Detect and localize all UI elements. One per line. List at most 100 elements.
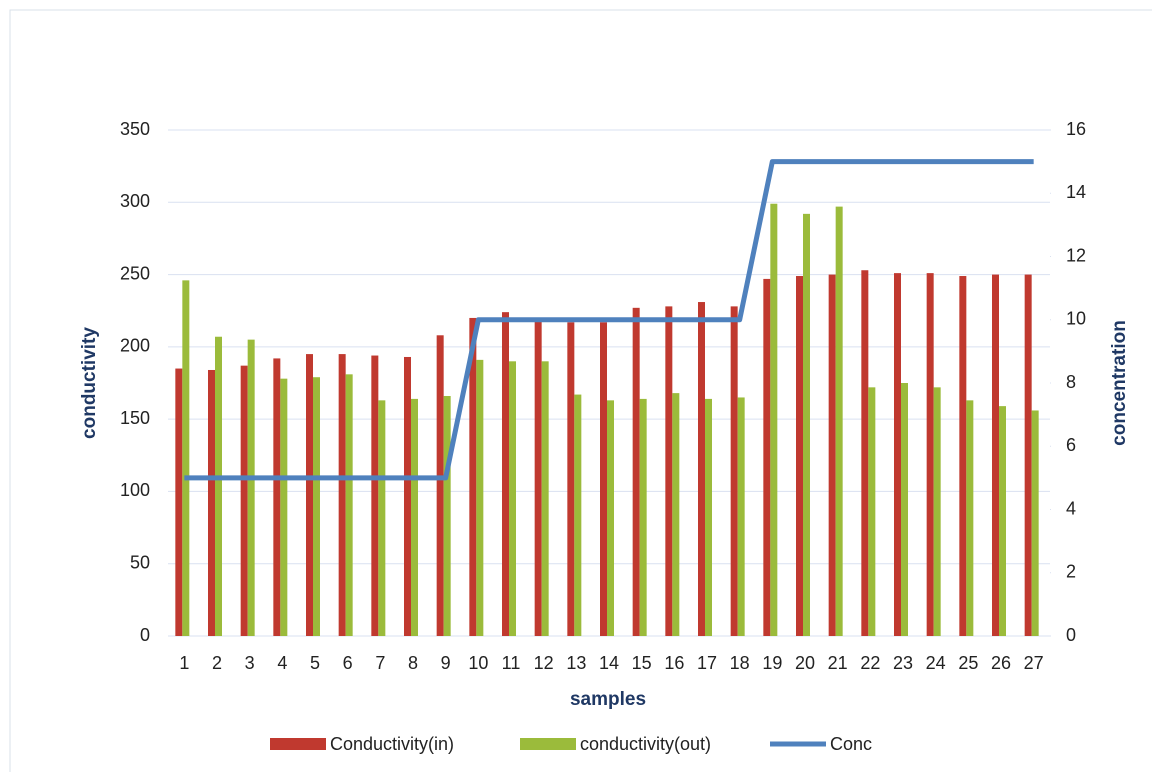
bar bbox=[1024, 274, 1032, 636]
x-tick-label: 18 bbox=[730, 653, 750, 673]
bar bbox=[933, 387, 941, 636]
bar bbox=[182, 280, 190, 636]
x-tick-label: 1 bbox=[179, 653, 189, 673]
y-tick-label: 0 bbox=[140, 625, 150, 645]
bar bbox=[306, 354, 313, 636]
bar bbox=[632, 307, 640, 636]
x-tick-label: 21 bbox=[828, 653, 848, 673]
bar bbox=[215, 336, 222, 636]
x-tick-label: 9 bbox=[441, 653, 451, 673]
bar bbox=[607, 400, 614, 636]
bar bbox=[835, 206, 843, 636]
bar bbox=[378, 400, 386, 636]
x-tick-label: 12 bbox=[534, 653, 554, 673]
bar bbox=[763, 278, 771, 636]
x-tick-label: 22 bbox=[860, 653, 880, 673]
bar bbox=[247, 339, 255, 636]
bar bbox=[901, 383, 908, 636]
y2-tick-label: 8 bbox=[1066, 372, 1076, 392]
bar bbox=[371, 355, 379, 636]
x-tick-label: 3 bbox=[245, 653, 255, 673]
legend-label: conductivity(out) bbox=[580, 734, 711, 754]
bar bbox=[966, 400, 974, 636]
bar bbox=[411, 398, 418, 636]
bar bbox=[698, 302, 705, 636]
x-tick-label: 5 bbox=[310, 653, 320, 673]
bar bbox=[926, 273, 934, 636]
x-tick-label: 27 bbox=[1024, 653, 1044, 673]
bar bbox=[541, 361, 549, 636]
bar bbox=[639, 398, 647, 636]
bar bbox=[803, 213, 810, 636]
bar bbox=[828, 274, 836, 636]
x-tick-label: 17 bbox=[697, 653, 717, 673]
x-tick-label: 25 bbox=[958, 653, 978, 673]
bar bbox=[443, 396, 451, 636]
line bbox=[184, 159, 1034, 481]
legend-swatch bbox=[270, 738, 326, 750]
x-tick-label: 11 bbox=[502, 653, 521, 673]
y2-tick-label: 2 bbox=[1066, 562, 1076, 582]
bar bbox=[868, 387, 876, 636]
legend-label: Conc bbox=[830, 734, 872, 754]
x-tick-label: 7 bbox=[375, 653, 385, 673]
bar bbox=[1031, 410, 1039, 636]
bar bbox=[672, 393, 680, 636]
legend-swatch bbox=[520, 738, 576, 750]
bar bbox=[534, 320, 542, 636]
x-tick-label: 19 bbox=[762, 653, 782, 673]
x-tick-label: 2 bbox=[212, 653, 222, 673]
bar bbox=[600, 322, 607, 636]
bar bbox=[476, 359, 484, 636]
y-tick-label: 300 bbox=[120, 191, 150, 211]
bar bbox=[175, 368, 183, 636]
bar bbox=[705, 398, 712, 636]
legend-label: Conductivity(in) bbox=[330, 734, 454, 754]
x-tick-label: 4 bbox=[277, 653, 287, 673]
bar bbox=[208, 369, 215, 636]
y-tick-label: 150 bbox=[120, 408, 150, 428]
y-tick-label: 250 bbox=[120, 263, 150, 283]
y-tick-label: 350 bbox=[120, 119, 150, 139]
y-tick-label: 200 bbox=[120, 336, 150, 356]
bar bbox=[861, 270, 869, 636]
bar bbox=[313, 377, 320, 636]
bar bbox=[999, 406, 1006, 636]
bar bbox=[574, 394, 582, 636]
x-tick-label: 13 bbox=[566, 653, 586, 673]
bar bbox=[469, 317, 477, 636]
bar bbox=[502, 312, 509, 636]
x-tick-label: 10 bbox=[468, 653, 488, 673]
y2-tick-label: 12 bbox=[1066, 245, 1086, 265]
x-tick-label: 15 bbox=[632, 653, 652, 673]
bar bbox=[737, 397, 745, 636]
bar bbox=[273, 358, 281, 636]
bar bbox=[345, 374, 353, 636]
bar bbox=[770, 203, 778, 636]
bar bbox=[665, 306, 673, 636]
y2-tick-label: 4 bbox=[1066, 498, 1076, 518]
y2-tick-label: 14 bbox=[1066, 182, 1086, 202]
y2-axis-title: concentration bbox=[1109, 320, 1130, 446]
y2-tick-label: 10 bbox=[1066, 309, 1086, 329]
y2-tick-label: 6 bbox=[1066, 435, 1076, 455]
bar bbox=[567, 322, 575, 636]
y-axis-title: conductivity bbox=[79, 327, 100, 439]
x-tick-label: 16 bbox=[664, 653, 684, 673]
x-tick-label: 14 bbox=[599, 653, 619, 673]
bar bbox=[894, 273, 901, 636]
bar bbox=[796, 276, 803, 636]
y-tick-label: 100 bbox=[120, 480, 150, 500]
x-tick-label: 26 bbox=[991, 653, 1011, 673]
x-tick-label: 23 bbox=[893, 653, 913, 673]
x-tick-label: 6 bbox=[343, 653, 353, 673]
bar bbox=[436, 335, 444, 636]
x-tick-label: 20 bbox=[795, 653, 815, 673]
bar bbox=[338, 354, 346, 636]
x-tick-label: 8 bbox=[408, 653, 418, 673]
y2-tick-label: 0 bbox=[1066, 625, 1076, 645]
bar bbox=[959, 276, 967, 636]
bar bbox=[509, 361, 516, 636]
bar bbox=[404, 356, 411, 636]
